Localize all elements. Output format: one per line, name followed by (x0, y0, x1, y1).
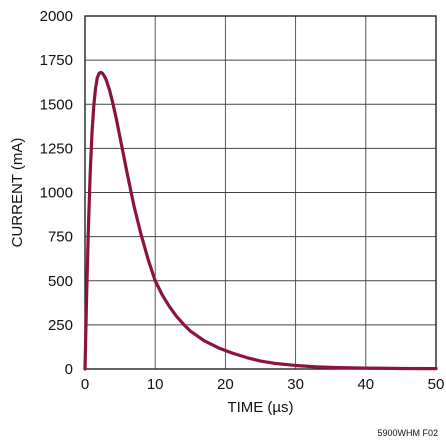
x-tick-label: 40 (357, 376, 374, 393)
grid (84, 15, 437, 370)
x-axis-label: TIME (µs) (227, 399, 293, 416)
y-tick-label: 250 (48, 317, 73, 334)
y-tick-label: 750 (48, 229, 73, 246)
y-axis-label: CURRENT (mA) (9, 138, 26, 248)
x-tick-label: 30 (287, 376, 304, 393)
y-tick-label: 1000 (40, 185, 73, 202)
y-tick-label: 500 (48, 273, 73, 290)
x-tick-label: 10 (147, 376, 164, 393)
y-tick-labels: 0 250 500 750 1000 1250 1500 1750 2000 (40, 8, 73, 378)
x-tick-label: 20 (217, 376, 234, 393)
plot-frame (84, 15, 437, 370)
y-tick-label: 1500 (40, 96, 73, 113)
x-tick-label: 50 (428, 376, 445, 393)
x-tick-labels: 0 10 20 30 40 50 (81, 376, 445, 393)
x-tick-label: 0 (81, 376, 89, 393)
y-tick-label: 2000 (40, 8, 73, 25)
figure-id: 5900WHM F02 (377, 428, 438, 438)
y-tick-label: 0 (65, 361, 73, 378)
y-tick-label: 1250 (40, 140, 73, 157)
current-curve (83, 70, 438, 371)
y-tick-label: 1750 (40, 52, 73, 69)
